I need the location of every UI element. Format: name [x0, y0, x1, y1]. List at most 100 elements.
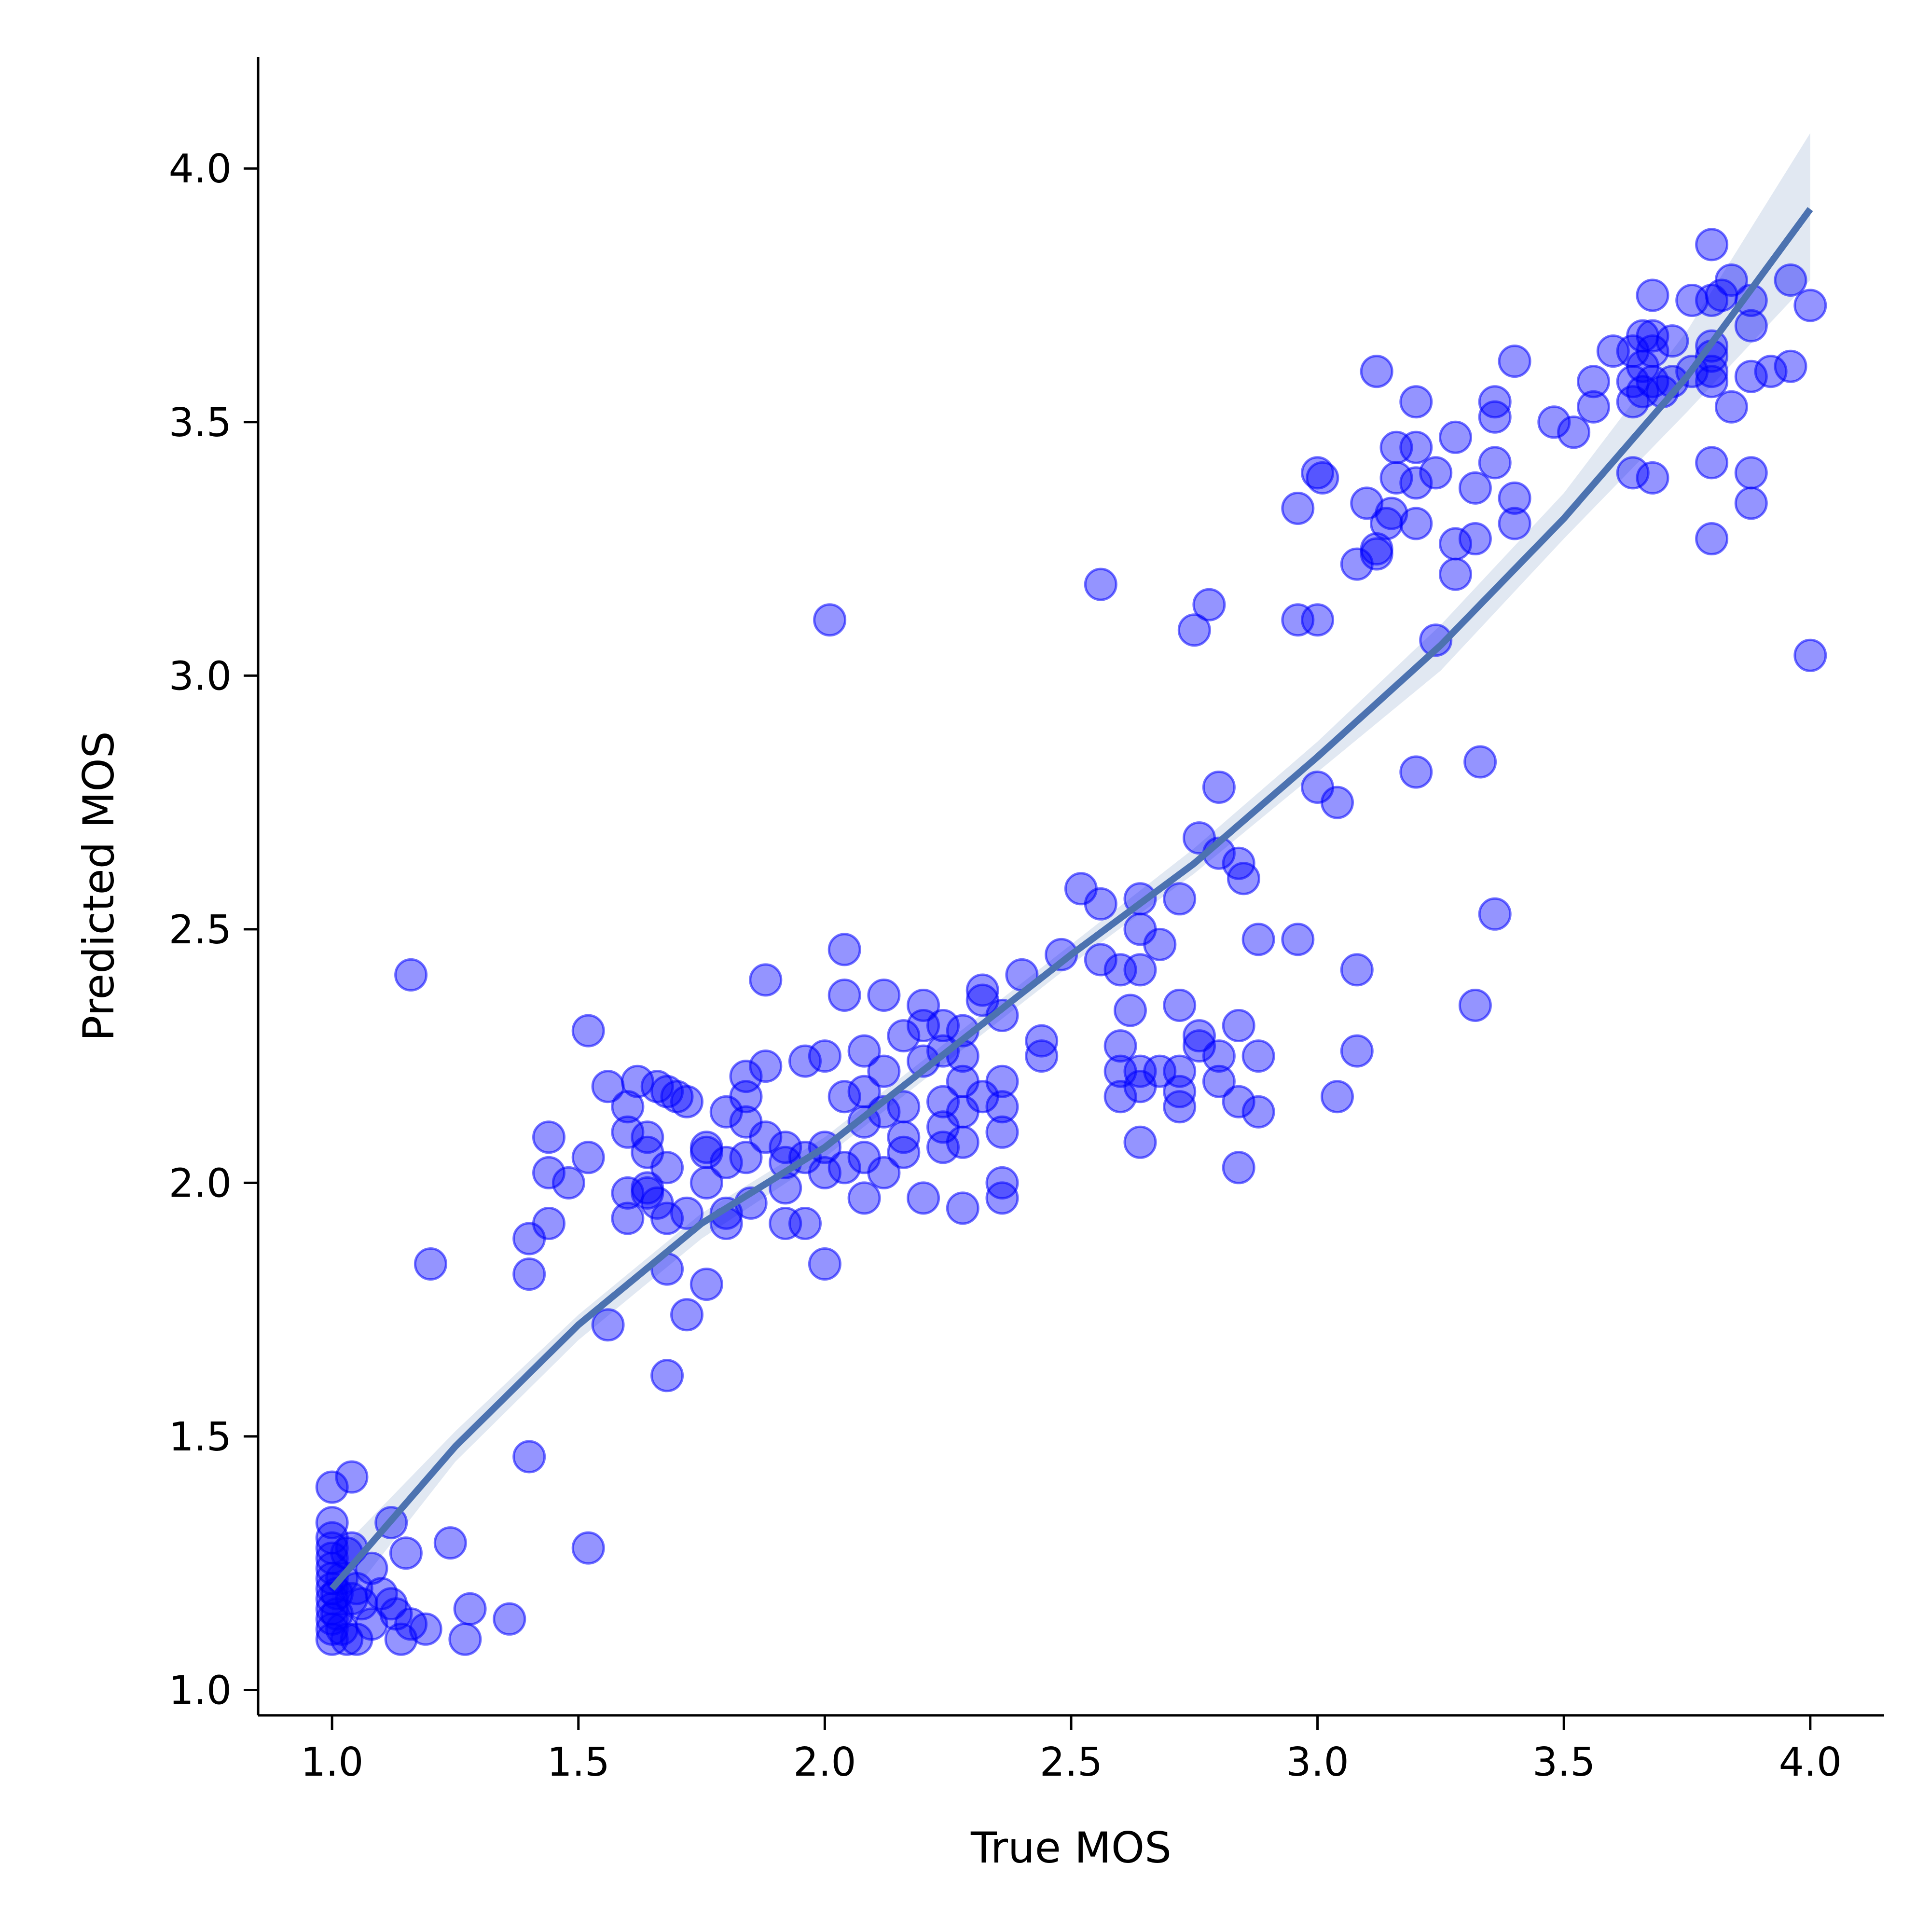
scatter-point — [611, 1201, 645, 1235]
scatter-point — [1695, 228, 1729, 262]
scatter-point — [1192, 588, 1226, 621]
scatter-point — [532, 1207, 565, 1240]
scatter-point — [1143, 927, 1177, 961]
scatter-point — [571, 1531, 605, 1565]
scatter-point — [571, 1141, 605, 1174]
scatter-point — [1222, 1009, 1255, 1042]
scatter-point — [1399, 507, 1433, 540]
scatter-point — [335, 1460, 369, 1494]
scatter-point — [1281, 923, 1315, 956]
scatter-point — [985, 1064, 1019, 1098]
scatter-point — [1177, 613, 1211, 647]
scatter-point — [1695, 446, 1729, 480]
scatter-point — [1478, 385, 1512, 419]
scatter-point — [887, 1090, 921, 1124]
scatter-point — [1714, 390, 1748, 424]
scatter-point — [611, 1115, 645, 1149]
y-tick-label: 2.5 — [169, 907, 232, 953]
scatter-point — [1458, 989, 1492, 1022]
scatter-point — [1714, 263, 1748, 297]
scatter-point — [1281, 603, 1315, 637]
scatter-point — [827, 1080, 861, 1114]
scatter-point — [1321, 786, 1354, 819]
scatter-point — [867, 1156, 901, 1189]
scatter-point — [433, 1526, 467, 1560]
x-tick-label: 2.5 — [1040, 1739, 1103, 1785]
scatter-point — [1734, 486, 1768, 520]
scatter-point — [985, 1090, 1019, 1124]
scatter-point — [1202, 1039, 1236, 1073]
scatter-point — [650, 1151, 684, 1185]
scatter-point — [788, 1044, 822, 1078]
scatter-point — [808, 1039, 841, 1073]
scatter-point — [1463, 745, 1497, 779]
scatter-point — [1241, 1039, 1275, 1073]
scatter-point — [1163, 989, 1197, 1022]
scatter-point — [689, 1268, 723, 1301]
scatter-point — [315, 1470, 349, 1504]
scatter-point — [1695, 522, 1729, 555]
scatter-point — [1577, 365, 1610, 399]
scatter-point — [847, 1181, 881, 1215]
scatter-point — [946, 1191, 979, 1225]
scatter-point — [1636, 278, 1669, 312]
scatter-point — [1636, 461, 1669, 495]
scatter-point — [749, 963, 783, 997]
scatter-point — [1084, 887, 1117, 921]
scatter-point — [1350, 486, 1384, 520]
scatter-point — [1084, 567, 1117, 601]
scatter-point — [749, 1120, 783, 1154]
scatter-point — [1774, 263, 1807, 297]
scatter-point — [847, 1075, 881, 1108]
scatter-point — [1103, 1080, 1137, 1114]
scatter-point — [512, 1257, 546, 1291]
scatter-point — [1439, 420, 1472, 454]
scatter-point — [827, 1151, 861, 1185]
scatter-point — [1183, 1019, 1216, 1053]
scatter-point — [1241, 923, 1275, 956]
scatter-point — [867, 979, 901, 1012]
scatter-point — [1103, 1029, 1137, 1063]
scatter-point — [1360, 355, 1393, 388]
scatter-point — [827, 933, 861, 966]
scatter-point — [1498, 345, 1531, 378]
scatter-point — [769, 1131, 802, 1164]
scatter-point — [729, 1141, 763, 1174]
scatter-point — [453, 1592, 487, 1626]
scatter-point — [1123, 1125, 1157, 1159]
scatter-point — [1458, 471, 1492, 505]
scatter-point — [1399, 385, 1433, 419]
axes-layer: 1.0 1.5 2.0 2.5 3.0 3.5 4.0 1.0 1.5 2.0 2.5 3.0 3.5 4… — [169, 57, 1884, 1785]
y-tick-label: 3.5 — [169, 400, 232, 446]
scatter-point — [926, 1009, 960, 1042]
scatter-point — [847, 1034, 881, 1068]
scatter-point — [1123, 953, 1157, 987]
scatter-point — [887, 1019, 921, 1053]
scatter-point — [1227, 862, 1260, 896]
scatter-point — [414, 1247, 447, 1281]
x-axis-label: True MOS — [970, 1823, 1172, 1873]
scatter-point — [985, 1115, 1019, 1149]
x-tick-label: 3.5 — [1532, 1739, 1595, 1785]
scatter-point — [1439, 527, 1472, 561]
scatter-point — [788, 1207, 822, 1240]
scatter-point — [532, 1156, 565, 1189]
scatter-point — [448, 1622, 482, 1656]
scatter-point — [965, 973, 999, 1007]
scatter-point — [985, 999, 1019, 1032]
fit-line-layer — [329, 207, 1813, 1591]
scatter-point — [1399, 755, 1433, 789]
scatter-point — [926, 1085, 960, 1118]
scatter-point — [1025, 1024, 1059, 1058]
scatter-point — [1734, 309, 1768, 343]
scatter-point — [1419, 456, 1453, 490]
scatter-point — [827, 979, 861, 1012]
scatter-point — [769, 1207, 802, 1240]
scatter-point — [1202, 1064, 1236, 1098]
scatter-point — [887, 1120, 921, 1154]
x-tick-label: 3.0 — [1286, 1739, 1349, 1785]
scatter-point — [1734, 359, 1768, 393]
scatter-point — [1498, 481, 1531, 515]
